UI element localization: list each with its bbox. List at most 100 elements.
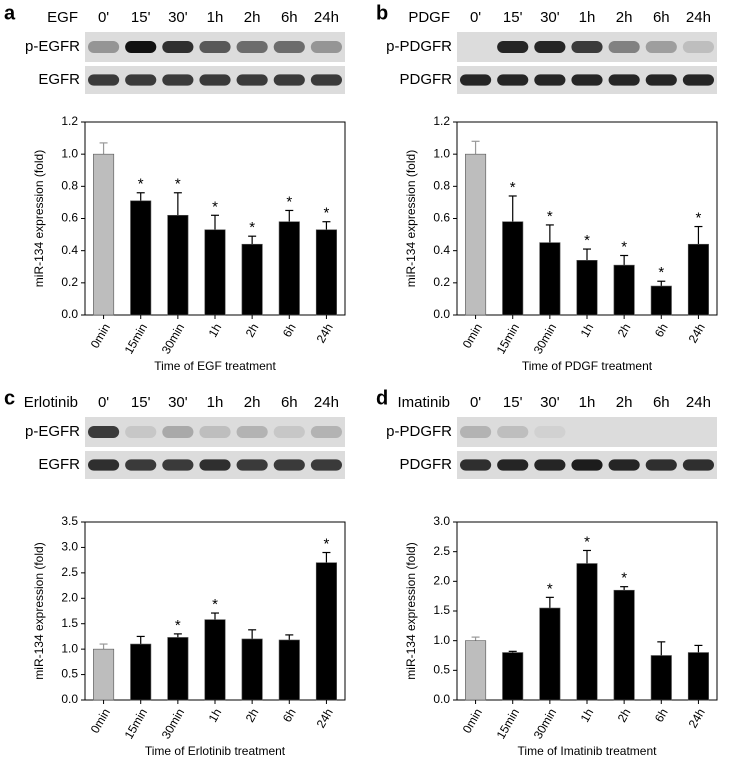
x-tick-label: 30min — [159, 321, 187, 356]
bar — [613, 589, 635, 701]
blot-band — [608, 459, 640, 471]
x-tick-label: 6h — [280, 706, 299, 725]
panel: d Imatinib 0' 15' 30' 1h 2h 6h 24h p-PDGFR PDGFR 0.… — [376, 387, 718, 758]
y-tick-label: 0.0 — [433, 307, 450, 321]
time-label: 15' — [131, 9, 151, 26]
x-tick-label: 15min — [494, 321, 522, 356]
y-tick-label: 1.0 — [433, 633, 450, 647]
blot-band — [571, 41, 603, 53]
blot-band — [273, 426, 305, 438]
significance-marker: * — [249, 219, 255, 236]
significance-marker: * — [621, 570, 627, 587]
bar — [204, 619, 226, 701]
x-tick-label: 15min — [494, 706, 522, 741]
y-tick-label: 1.2 — [61, 114, 78, 128]
y-tick-label: 1.0 — [433, 146, 450, 160]
blot-band — [125, 459, 157, 471]
bar — [465, 153, 487, 316]
treatment-label: Erlotinib — [24, 394, 78, 411]
treatment-label: Imatinib — [397, 394, 450, 411]
blot-band — [534, 459, 566, 471]
significance-marker: * — [510, 179, 516, 196]
blot-row-label: p-PDGFR — [386, 423, 452, 440]
y-tick-label: 0.8 — [61, 179, 78, 193]
significance-marker: * — [658, 264, 664, 281]
blot-band — [162, 74, 194, 86]
y-tick-label: 3.0 — [61, 540, 78, 554]
x-tick-label: 1h — [578, 321, 597, 340]
time-label: 6h — [281, 9, 298, 26]
blot-band — [645, 459, 677, 471]
blot-band — [608, 41, 640, 53]
significance-marker: * — [324, 535, 330, 552]
blot-band — [273, 74, 305, 86]
blot-row-label: EGFR — [38, 71, 80, 88]
blot-row-label: p-EGFR — [25, 423, 80, 440]
x-tick-label: 2h — [243, 321, 262, 340]
y-tick-label: 2.0 — [61, 590, 78, 604]
x-tick-label: 0min — [460, 321, 485, 351]
panel: c Erlotinib 0' 15' 30' 1h 2h 6h 24h p-EGFR EGFR 0.0… — [4, 387, 346, 758]
y-tick-label: 1.0 — [61, 641, 78, 655]
blot-band — [645, 41, 677, 53]
x-axis-label: Time of EGF treatment — [154, 359, 276, 373]
blot-strip — [457, 417, 717, 447]
x-tick-label: 1h — [578, 706, 597, 725]
significance-marker: * — [584, 533, 590, 550]
x-axis-label: Time of Erlotinib treatment — [145, 744, 286, 758]
time-label: 2h — [244, 394, 261, 411]
blot-band — [571, 459, 603, 471]
time-label: 2h — [244, 9, 261, 26]
treatment-label: EGF — [47, 9, 78, 26]
blot-band — [534, 74, 566, 86]
blot-band — [236, 74, 268, 86]
blot-band — [682, 459, 714, 471]
x-tick-label: 30min — [531, 706, 559, 741]
blot-band — [497, 426, 529, 438]
y-tick-label: 1.2 — [433, 114, 450, 128]
significance-marker: * — [621, 238, 627, 255]
blot-band — [497, 459, 529, 471]
time-label: 0' — [98, 394, 109, 411]
bar — [613, 264, 635, 316]
time-label: 15' — [503, 9, 523, 26]
bar — [204, 229, 226, 316]
blot-band — [88, 426, 120, 438]
blot-band — [310, 41, 342, 53]
blot-row-label: p-EGFR — [25, 38, 80, 55]
time-label: 24h — [314, 394, 339, 411]
blot-band — [497, 74, 529, 86]
bar — [130, 643, 152, 701]
y-tick-label: 0.5 — [61, 667, 78, 681]
y-tick-label: 3.5 — [61, 514, 78, 528]
y-axis-label: miR-134 expression (fold) — [32, 542, 46, 679]
y-tick-label: 0.5 — [433, 663, 450, 677]
bar — [539, 607, 561, 701]
blot-band — [125, 74, 157, 86]
y-tick-label: 2.5 — [433, 544, 450, 558]
y-tick-label: 1.5 — [61, 616, 78, 630]
significance-marker: * — [175, 617, 181, 634]
y-tick-label: 2.5 — [61, 565, 78, 579]
y-axis-label: miR-134 expression (fold) — [32, 150, 46, 287]
y-tick-label: 0.2 — [61, 275, 78, 289]
y-tick-label: 3.0 — [433, 514, 450, 528]
bar — [576, 563, 598, 701]
x-tick-label: 0min — [88, 706, 113, 736]
bar — [315, 229, 337, 316]
blot-band — [236, 41, 268, 53]
blot-band — [125, 426, 157, 438]
x-tick-label: 24h — [314, 706, 336, 730]
x-tick-label: 0min — [88, 321, 113, 351]
blot-row-label: PDGFR — [400, 71, 453, 88]
panel-letter: d — [376, 387, 388, 409]
blot-band — [310, 426, 342, 438]
x-tick-label: 2h — [615, 321, 634, 340]
blot-band — [534, 426, 566, 438]
time-label: 6h — [653, 394, 670, 411]
blot-band — [460, 426, 492, 438]
x-tick-label: 1h — [206, 706, 225, 725]
blot-band — [273, 41, 305, 53]
x-tick-label: 2h — [615, 706, 634, 725]
